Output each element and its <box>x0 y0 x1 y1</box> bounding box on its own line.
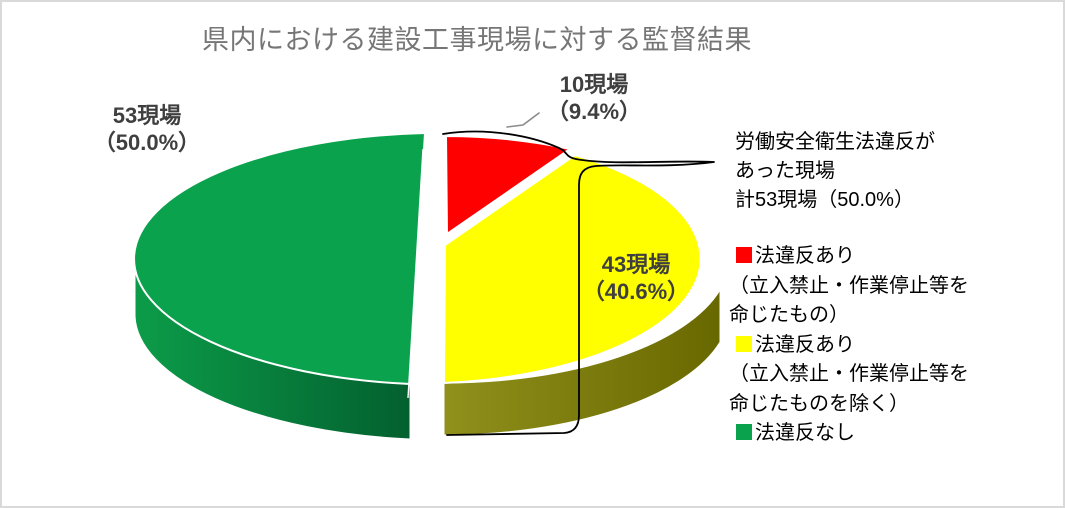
legend-item-red-line-2: （立入禁止・作業停止等を <box>729 274 969 297</box>
data-label-red-value: 10現場 <box>559 72 629 97</box>
data-label-red-percent: （9.4%） <box>546 99 642 124</box>
green-slice <box>133 131 427 386</box>
annotation-text: 労働安全衛生法違反が あった現場 計53現場（50.0%） <box>735 128 1035 215</box>
legend-label: 法違反なし <box>755 422 855 444</box>
legend-swatch-yellow-icon <box>736 335 752 352</box>
annotation-bracket-line <box>442 130 715 436</box>
data-label-red: 10現場 （9.4%） <box>538 71 650 125</box>
annotation-line-1: 労働安全衛生法違反が <box>735 131 935 153</box>
yellow-slice <box>442 153 702 385</box>
legend: 法違反あり （立入禁止・作業停止等を 命じたもの） 法違反あり （立入禁止・作業… <box>729 242 1049 449</box>
data-label-yellow: 43現場 （40.6%） <box>576 251 696 305</box>
legend-swatch-green-icon <box>736 424 752 440</box>
legend-label: 法違反あり <box>755 333 855 356</box>
data-label-yellow-percent: （40.6%） <box>582 279 690 304</box>
legend-item-red-line-3: 命じたもの） <box>729 304 849 326</box>
annotation-line-3: 計53現場（50.0%） <box>735 189 914 211</box>
data-label-green: 53現場 （50.0%） <box>72 102 222 156</box>
legend-item-yellow-line-3: 命じたものを除く） <box>729 392 909 415</box>
legend-item-red: 法違反あり <box>729 242 1049 272</box>
data-label-yellow-value: 43現場 <box>601 252 671 277</box>
red-label-leader-line <box>506 112 540 128</box>
legend-item-yellow: 法違反あり <box>729 331 1049 361</box>
chart-title: 県内における建設工事現場に対する監督結果 <box>202 25 752 55</box>
legend-item-green: 法違反なし <box>729 419 1049 449</box>
legend-item-yellow-line-2: （立入禁止・作業停止等を <box>729 363 969 385</box>
legend-label: 法違反あり <box>755 245 855 267</box>
red-slice <box>444 134 573 236</box>
legend-swatch-red-icon <box>736 247 752 263</box>
annotation-line-2: あった現場 <box>735 160 835 182</box>
yellow-slice-side <box>443 288 721 436</box>
data-label-green-percent: （50.0%） <box>93 130 201 155</box>
data-label-green-value: 53現場 <box>112 103 182 128</box>
green-slice-edge-highlight <box>407 148 424 399</box>
